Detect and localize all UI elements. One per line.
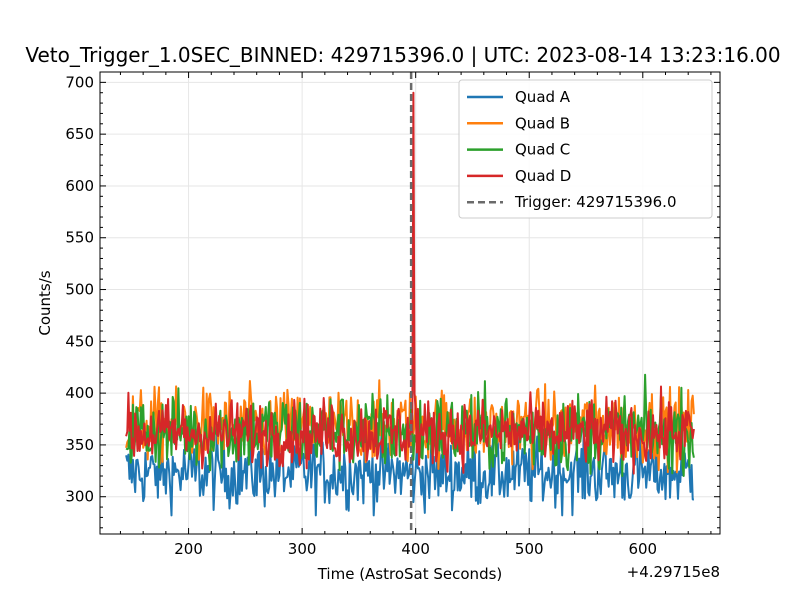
x-offset-label: +4.29715e8 bbox=[627, 563, 720, 581]
y-tick-label: 400 bbox=[65, 384, 94, 402]
x-axis-label: Time (AstroSat Seconds) bbox=[317, 565, 503, 583]
x-tick-label: 200 bbox=[174, 540, 203, 558]
y-tick-label: 700 bbox=[65, 73, 94, 91]
x-tick-label: 400 bbox=[401, 540, 430, 558]
x-tick-label: 600 bbox=[628, 540, 657, 558]
y-tick-label: 450 bbox=[65, 332, 94, 350]
y-axis-label: Counts/s bbox=[36, 270, 54, 335]
legend-box bbox=[458, 79, 713, 219]
legend: Quad A Quad B Quad C Quad D Trigger: 4297153… bbox=[458, 79, 713, 219]
y-tick-label: 550 bbox=[65, 229, 94, 247]
series-line-quad-a bbox=[125, 427, 695, 517]
y-tick-label: 300 bbox=[65, 488, 94, 506]
x-tick-label: 300 bbox=[288, 540, 317, 558]
x-tick-label: 500 bbox=[515, 540, 544, 558]
y-tick-label: 500 bbox=[65, 281, 94, 299]
legend-label: Quad A bbox=[515, 88, 571, 106]
y-tick-label: 650 bbox=[65, 125, 94, 143]
axis-ticks: 200 300 400 500 600 300 350 400 450 500 550 600 650 7… bbox=[65, 71, 720, 558]
legend-label: Quad B bbox=[515, 114, 570, 132]
legend-label: Trigger: 429715396.0 bbox=[514, 193, 677, 211]
legend-label: Quad C bbox=[515, 141, 570, 159]
plot-frame bbox=[99, 71, 721, 535]
y-tick-label: 350 bbox=[65, 436, 94, 454]
legend-label: Quad D bbox=[515, 167, 571, 185]
y-tick-label: 600 bbox=[65, 177, 94, 195]
chart-title: Veto_Trigger_1.0SEC_BINNED: 429715396.0 … bbox=[25, 43, 780, 67]
